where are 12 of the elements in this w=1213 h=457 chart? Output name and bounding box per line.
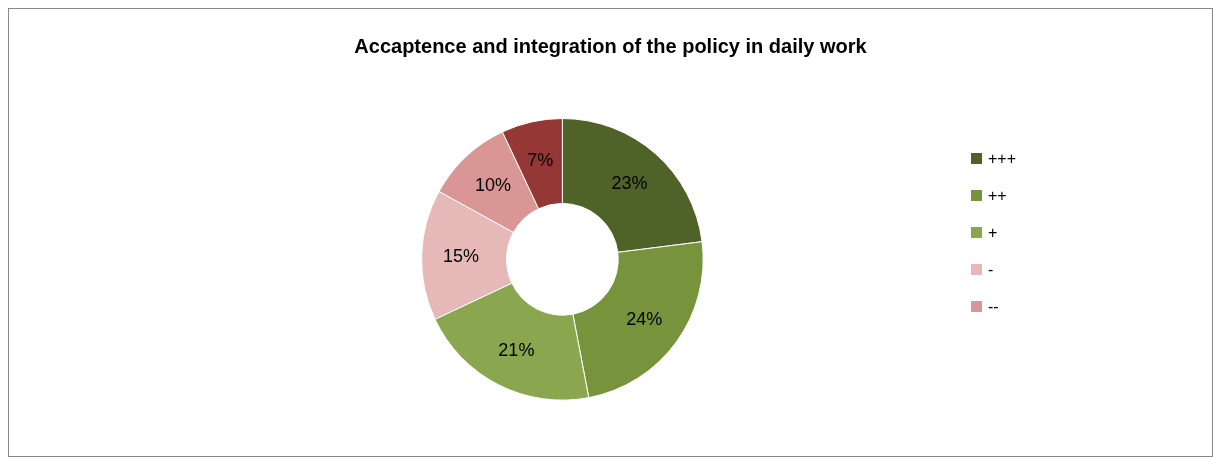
data-label: 10% bbox=[474, 175, 512, 196]
data-label: 23% bbox=[611, 173, 648, 194]
data-label: 24% bbox=[626, 308, 663, 329]
data-label: 21% bbox=[498, 339, 535, 360]
data-label: 15% bbox=[443, 246, 480, 267]
legend-label: +++ bbox=[988, 150, 1017, 167]
legend-label: ++ bbox=[988, 187, 1007, 204]
chart-title: Accaptence and integration of the policy in daily work bbox=[354, 35, 868, 57]
legend-label: -- bbox=[988, 298, 999, 315]
data-label: 7% bbox=[527, 150, 554, 171]
legend-label: + bbox=[988, 224, 998, 241]
legend-label: - bbox=[988, 261, 994, 278]
